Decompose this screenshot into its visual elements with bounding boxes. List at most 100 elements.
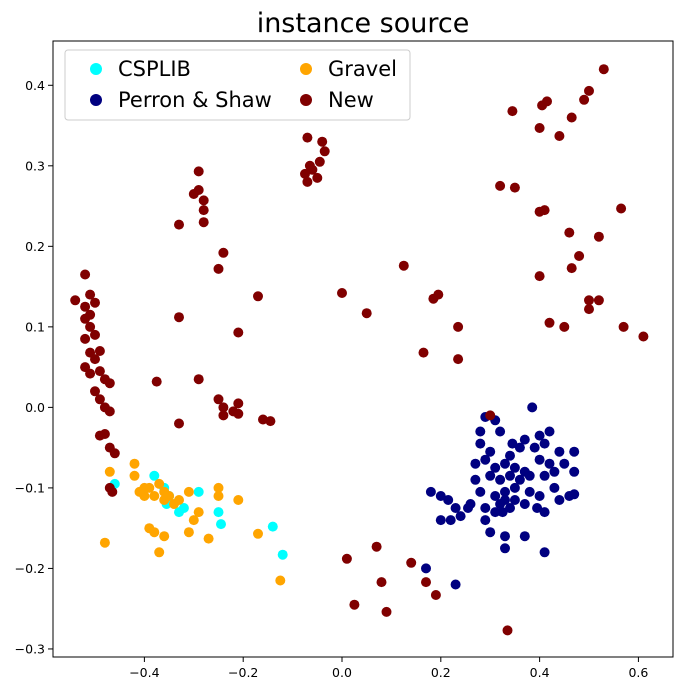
new-point <box>218 410 229 421</box>
perron-shaw-point <box>470 474 481 485</box>
new-point <box>85 289 96 300</box>
new-point <box>618 321 629 332</box>
new-point <box>233 408 244 419</box>
new-point <box>421 577 431 588</box>
perron-shaw-point <box>534 454 545 465</box>
perron-shaw-point <box>514 474 525 485</box>
perron-shaw-point <box>425 486 436 497</box>
y-tick-label: 0.3 <box>25 158 45 173</box>
new-point <box>104 378 115 389</box>
perron-shaw-point <box>490 491 501 501</box>
new-point <box>213 394 224 405</box>
new-point <box>453 321 464 332</box>
gravel-point <box>154 547 165 558</box>
x-tick-label: −0.2 <box>228 665 258 680</box>
new-point <box>307 164 318 175</box>
new-point <box>598 64 609 75</box>
perron-shaw-point <box>443 495 454 505</box>
new-point <box>94 366 105 377</box>
new-point <box>430 590 441 600</box>
new-point <box>638 331 649 342</box>
gravel-point <box>253 528 263 539</box>
new-point <box>107 486 118 497</box>
perron-shaw-point <box>470 458 481 469</box>
y-tick-label: −0.2 <box>15 561 45 576</box>
x-tick-label: 0.0 <box>332 665 352 680</box>
csplib-point <box>277 549 288 560</box>
perron-shaw-point <box>519 499 530 509</box>
perron-shaw-point <box>475 426 486 437</box>
perron-shaw-point <box>509 462 520 473</box>
new-point <box>317 136 328 147</box>
perron-shaw-point <box>475 438 486 449</box>
perron-shaw-point <box>480 515 491 526</box>
new-point <box>593 231 604 242</box>
y-tick-label: 0.1 <box>25 319 45 334</box>
new-point <box>70 295 81 306</box>
perron-shaw-point <box>497 507 508 518</box>
perron-shaw-point <box>495 426 506 437</box>
perron-shaw-point <box>505 503 515 513</box>
new-point <box>233 398 244 409</box>
new-point <box>534 271 545 282</box>
new-point <box>90 386 100 397</box>
y-tick-label: 0.4 <box>25 78 45 93</box>
csplib-point <box>216 519 226 530</box>
new-point <box>198 217 209 228</box>
legend-marker <box>300 63 312 75</box>
perron-shaw-point <box>500 495 510 505</box>
new-point <box>104 406 115 417</box>
perron-shaw-point <box>500 458 510 469</box>
csplib-point <box>149 470 160 481</box>
perron-shaw-point <box>514 442 525 453</box>
perron-shaw-point <box>480 454 491 465</box>
perron-shaw-point <box>554 495 565 505</box>
new-point <box>94 346 105 356</box>
perron-shaw-point <box>505 450 515 461</box>
perron-shaw-point <box>539 438 550 449</box>
perron-shaw-point <box>509 482 520 493</box>
perron-shaw-point <box>507 438 518 449</box>
perron-shaw-point <box>500 531 510 542</box>
perron-shaw-point <box>505 470 515 481</box>
new-point <box>566 263 577 274</box>
gravel-point <box>149 527 160 538</box>
perron-shaw-point <box>534 491 545 501</box>
perron-shaw-point <box>475 486 486 497</box>
perron-shaw-point <box>539 470 550 481</box>
new-point <box>502 625 513 636</box>
new-point <box>544 317 555 328</box>
csplib-point <box>213 507 224 518</box>
gravel-point <box>183 527 194 538</box>
new-point <box>433 289 444 300</box>
new-point <box>453 354 464 365</box>
perron-shaw-point <box>539 547 550 558</box>
gravel-point <box>213 482 224 493</box>
perron-shaw-point <box>485 470 496 481</box>
perron-shaw-point <box>445 515 456 526</box>
perron-shaw-point <box>569 489 580 500</box>
new-point <box>109 448 120 459</box>
new-point <box>534 206 545 217</box>
gravel-point <box>203 533 214 544</box>
new-point <box>376 577 387 588</box>
new-point <box>300 168 310 179</box>
gravel-point <box>104 466 115 477</box>
csplib-point <box>267 521 278 532</box>
new-point <box>361 308 372 319</box>
new-point <box>314 156 325 167</box>
new-point <box>85 368 96 379</box>
new-point <box>80 313 91 324</box>
y-tick-label: −0.3 <box>15 641 45 656</box>
new-point <box>319 146 330 157</box>
new-point <box>312 172 323 183</box>
perron-shaw-point <box>529 442 540 453</box>
new-point <box>406 557 417 568</box>
new-point <box>574 251 585 261</box>
gravel-point <box>233 495 244 505</box>
gravel-point <box>183 486 194 497</box>
legend-marker <box>300 94 312 106</box>
new-point <box>579 94 590 105</box>
new-point <box>174 418 184 429</box>
